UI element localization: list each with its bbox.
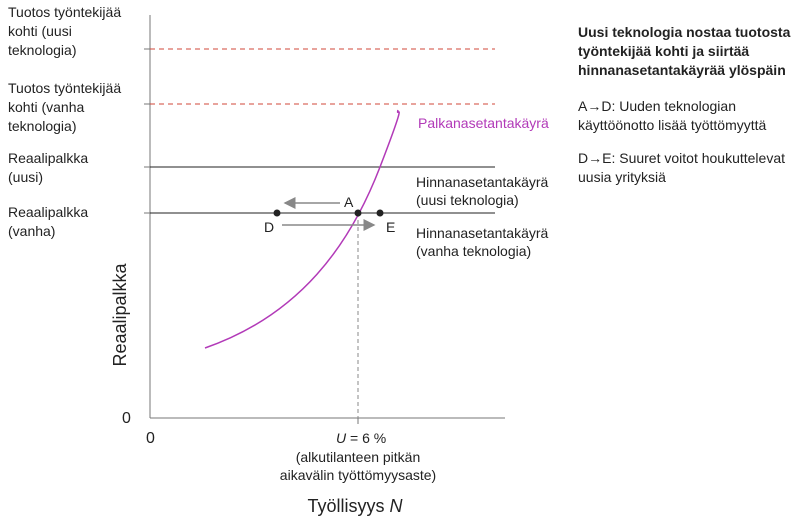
left-label: kohti (vanha: [8, 99, 84, 115]
side-note: käyttöönotto lisää työttömyyttä: [578, 117, 767, 133]
x-axis-title: Työllisyys N: [307, 496, 403, 516]
left-label: kohti (uusi: [8, 23, 72, 39]
y-axis-title: Reaalipalkka: [110, 262, 130, 366]
unemployment-label: U = 6 %: [336, 430, 386, 446]
x-axis-symbol: N: [390, 496, 404, 516]
wage-curve-label: Palkanasetantakäyrä: [418, 115, 549, 131]
curve-label: (vanha teknologia): [416, 243, 531, 259]
wage-curve: [204, 109, 400, 349]
left-label: Reaalipalkka: [8, 204, 88, 220]
left-label: teknologia): [8, 42, 77, 58]
curve-label: Hinnanasetantakäyrä: [416, 225, 549, 241]
point-label: D: [264, 219, 274, 235]
unemployment-note: (alkutilanteen pitkän: [296, 449, 421, 465]
left-label: Reaalipalkka: [8, 150, 88, 166]
curve-label: Hinnanasetantakäyrä: [416, 174, 549, 190]
unemployment-symbol: U: [336, 430, 347, 446]
point-d: [273, 209, 281, 217]
point-label: E: [386, 219, 395, 235]
left-label: Tuotos työntekijää: [8, 80, 121, 96]
left-label: Tuotos työntekijää: [8, 4, 121, 20]
unemployment-value: = 6 %: [350, 430, 386, 446]
left-label: (uusi): [8, 169, 43, 185]
left-label: teknologia): [8, 118, 77, 134]
x-zero: 0: [146, 430, 155, 447]
point-a: [354, 209, 362, 217]
side-title: hinnanasetantakäyrää ylöspäin: [578, 62, 786, 78]
side-title: työntekijää kohti ja siirtää: [578, 43, 749, 59]
side-note: A→D: Uuden teknologian: [578, 98, 736, 114]
side-note: uusia yrityksiä: [578, 169, 666, 185]
x-axis-title-text: Työllisyys: [307, 496, 384, 516]
side-title: Uusi teknologia nostaa tuotosta: [578, 24, 791, 40]
unemployment-note: aikavälin työttömyysaste): [280, 467, 436, 483]
y-zero: 0: [122, 410, 131, 427]
ticks: [144, 48, 359, 424]
point-label: A: [344, 194, 354, 210]
side-note: D→E: Suuret voitot houkuttelevat: [578, 150, 785, 166]
point-e: [376, 209, 384, 217]
curve-label: (uusi teknologia): [416, 192, 519, 208]
left-label: (vanha): [8, 223, 55, 239]
